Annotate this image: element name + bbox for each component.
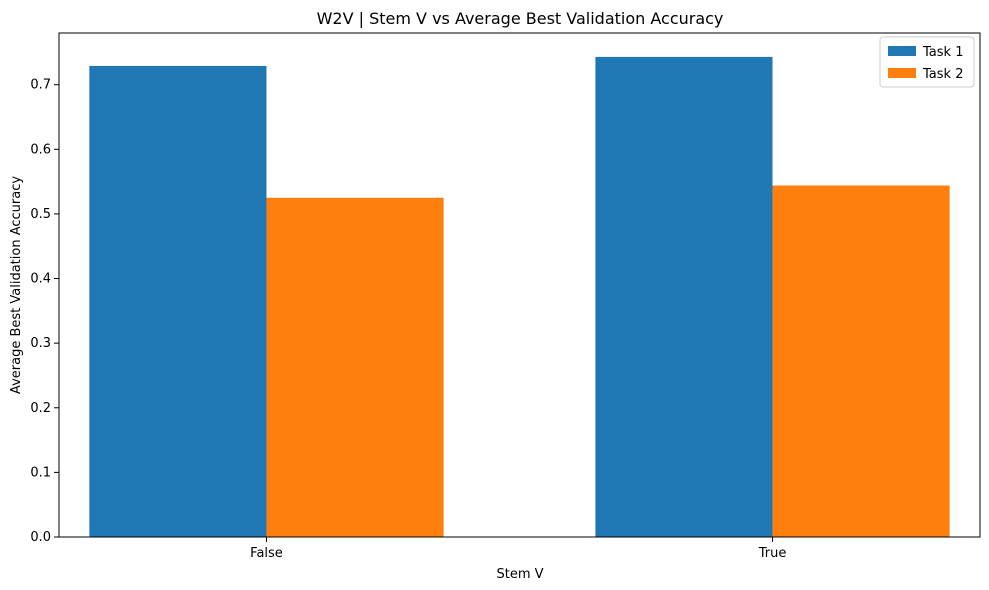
legend-label: Task 2 bbox=[922, 67, 963, 82]
bar-task-2-true bbox=[772, 185, 950, 537]
plot-frame bbox=[58, 32, 981, 538]
y-tick-label: 0.4 bbox=[30, 272, 51, 287]
y-tick-label: 0.3 bbox=[30, 336, 51, 351]
x-tick-label: False bbox=[250, 546, 283, 561]
chart-title: W2V | Stem V vs Average Best Validation … bbox=[317, 9, 724, 28]
bar-task-1-true bbox=[595, 56, 773, 538]
y-tick-label: 0.6 bbox=[30, 142, 51, 157]
legend: Task 1 Task 2 bbox=[879, 36, 975, 88]
x-axis: False True bbox=[250, 537, 786, 561]
x-tick-label: True bbox=[758, 546, 787, 561]
y-axis-label: Average Best Validation Accuracy bbox=[9, 176, 24, 394]
y-tick-label: 0.5 bbox=[30, 207, 51, 222]
y-tick-label: 0.0 bbox=[30, 530, 51, 545]
bar-task-2-false bbox=[266, 197, 444, 537]
y-tick-label: 0.2 bbox=[30, 401, 51, 416]
legend-swatch-task-2 bbox=[888, 68, 916, 78]
x-axis-label: Stem V bbox=[496, 567, 543, 582]
bar-task-1-false bbox=[89, 65, 267, 537]
y-axis: 0.0 0.1 0.2 0.3 0.4 0.5 0.6 0.7 bbox=[30, 78, 59, 545]
legend-swatch-task-1 bbox=[888, 46, 916, 56]
legend-label: Task 1 bbox=[922, 45, 963, 60]
y-tick-label: 0.1 bbox=[30, 465, 51, 480]
bars bbox=[89, 56, 950, 538]
y-tick-label: 0.7 bbox=[30, 78, 51, 93]
